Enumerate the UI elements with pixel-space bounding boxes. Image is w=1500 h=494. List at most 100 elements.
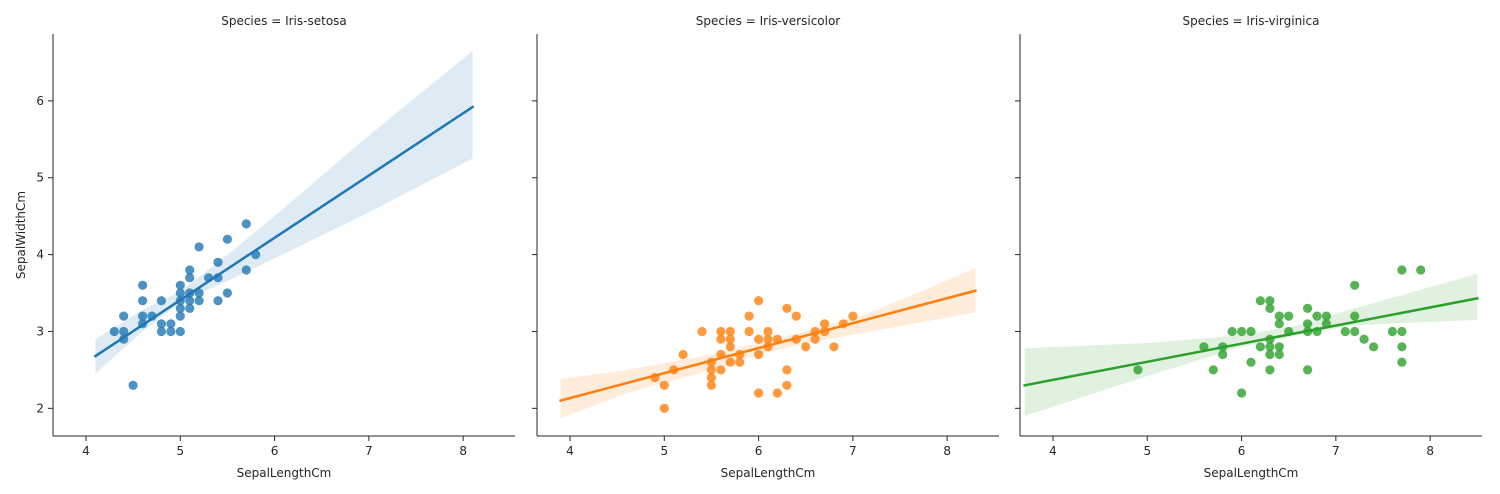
- data-point: [1397, 357, 1407, 367]
- data-point: [1350, 280, 1360, 290]
- data-point: [678, 349, 688, 360]
- data-point: [754, 334, 764, 344]
- data-point: [725, 342, 735, 352]
- data-point: [754, 296, 764, 306]
- data-point: [1274, 319, 1284, 329]
- data-point: [744, 326, 754, 337]
- data-point: [138, 296, 148, 306]
- data-point: [166, 319, 176, 329]
- data-point: [1397, 342, 1407, 352]
- x-tick-label: 8: [459, 444, 467, 458]
- data-point: [735, 357, 745, 367]
- data-point: [213, 257, 223, 267]
- data-point: [725, 334, 735, 344]
- data-point: [1312, 311, 1322, 321]
- data-point: [1350, 326, 1360, 337]
- data-point: [1303, 365, 1313, 375]
- x-tick-label: 5: [176, 444, 184, 458]
- data-point: [782, 380, 792, 390]
- x-tick-label: 6: [1238, 444, 1246, 458]
- y-tick-label: 3: [36, 324, 44, 338]
- regression-line: [559, 289, 977, 403]
- facet-title: Species = Iris-setosa: [221, 14, 347, 28]
- facet-panel: Species = Iris-setosa 4 5 6 7 8 2 3 4 5 6 SepalLeng…: [14, 14, 515, 480]
- data-point: [1416, 265, 1426, 275]
- data-point: [1350, 311, 1360, 321]
- data-point: [213, 296, 223, 306]
- data-point: [659, 380, 669, 390]
- facet-panel: Species = Iris-virginica 4 5 6 7 8 SepalLength…: [1015, 14, 1482, 480]
- x-tick-label: 7: [849, 444, 857, 458]
- data-point: [716, 334, 726, 344]
- data-point: [222, 234, 232, 244]
- data-point: [109, 326, 119, 337]
- data-point: [138, 280, 148, 290]
- data-point: [725, 357, 735, 367]
- data-point: [194, 296, 204, 306]
- data-point: [1397, 326, 1407, 337]
- data-point: [156, 326, 166, 337]
- data-point: [754, 349, 764, 360]
- data-point: [1208, 365, 1218, 375]
- data-point: [782, 303, 792, 313]
- y-tick-label: 5: [36, 171, 44, 185]
- data-point: [1246, 326, 1256, 337]
- data-point: [1284, 311, 1294, 321]
- data-point: [1218, 349, 1228, 360]
- data-point: [706, 380, 717, 390]
- data-point: [1265, 296, 1275, 306]
- data-point: [156, 296, 166, 306]
- x-axis-label: SepalLengthCm: [1204, 466, 1299, 480]
- data-point: [1265, 365, 1275, 375]
- data-point: [848, 311, 858, 321]
- data-point: [241, 265, 251, 275]
- x-tick-label: 6: [271, 444, 279, 458]
- data-point: [706, 365, 717, 375]
- x-tick-label: 7: [365, 444, 373, 458]
- data-point: [194, 288, 204, 298]
- data-point: [725, 326, 735, 337]
- data-point: [185, 303, 195, 313]
- x-tick-label: 4: [1049, 444, 1057, 458]
- y-axis-label: SepalWidthCm: [14, 191, 28, 279]
- data-point: [820, 319, 830, 329]
- data-point: [1255, 342, 1265, 352]
- data-point: [1255, 296, 1265, 306]
- data-point: [1387, 326, 1397, 337]
- data-point: [1237, 326, 1247, 337]
- data-point: [772, 388, 783, 398]
- y-tick-label: 4: [36, 248, 44, 262]
- confidence-band: [1024, 273, 1478, 416]
- data-point: [763, 334, 773, 344]
- data-point: [754, 388, 764, 398]
- data-point: [716, 326, 726, 337]
- y-tick-label: 6: [36, 94, 44, 108]
- data-point: [1246, 357, 1256, 367]
- data-point: [801, 342, 811, 352]
- data-point: [1265, 349, 1275, 360]
- data-point: [138, 311, 148, 321]
- data-point: [1397, 265, 1407, 275]
- data-point: [763, 326, 773, 337]
- x-tick-label: 8: [1426, 444, 1434, 458]
- data-point: [1303, 303, 1313, 313]
- data-point: [1133, 365, 1143, 375]
- facet-panel: Species = Iris-versicolor 4 5 6 7 8 SepalLengt…: [532, 14, 999, 480]
- data-point: [1227, 326, 1237, 337]
- data-point: [1340, 326, 1350, 337]
- data-point: [185, 296, 195, 306]
- data-point: [175, 280, 185, 290]
- data-point: [706, 373, 717, 383]
- x-tick-label: 8: [943, 444, 951, 458]
- data-point: [1265, 342, 1275, 352]
- data-point: [1303, 319, 1313, 329]
- data-point: [241, 219, 251, 229]
- x-tick-label: 5: [1143, 444, 1151, 458]
- x-axis-label: SepalLengthCm: [237, 466, 332, 480]
- regression-line: [93, 105, 475, 358]
- data-point: [1274, 342, 1284, 352]
- data-point: [1369, 342, 1379, 352]
- data-point: [1237, 388, 1247, 398]
- data-point: [810, 334, 820, 344]
- x-tick-label: 7: [1332, 444, 1340, 458]
